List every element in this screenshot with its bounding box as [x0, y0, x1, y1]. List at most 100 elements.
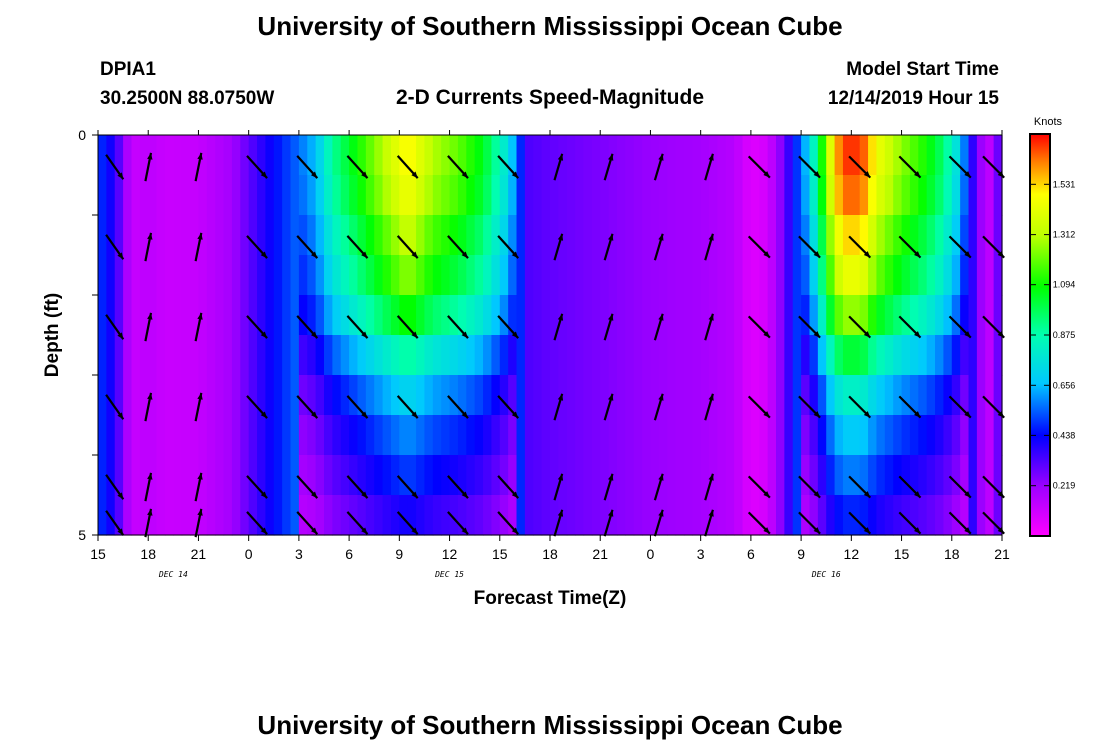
heatmap-cell: [516, 215, 526, 256]
heatmap-cell: [834, 415, 844, 456]
heatmap-cell: [633, 375, 643, 416]
heatmap-cell: [190, 135, 200, 176]
heatmap-cell: [625, 455, 635, 496]
heatmap-cell: [943, 175, 953, 216]
heatmap-cell: [750, 135, 760, 176]
heatmap-cell: [474, 455, 484, 496]
heatmap-cell: [206, 295, 216, 336]
heatmap-cell: [382, 455, 392, 496]
heatmap-cell: [834, 255, 844, 296]
heatmap-cell: [541, 375, 551, 416]
heatmap-cell: [483, 415, 493, 456]
heatmap-cell: [340, 295, 350, 336]
heatmap-cell: [332, 415, 342, 456]
heatmap-cell: [407, 335, 417, 376]
heatmap-cell: [550, 415, 559, 456]
heatmap-cell: [993, 375, 1003, 416]
heatmap-cell: [223, 215, 233, 256]
heatmap-cell: [131, 335, 141, 376]
heatmap-cell: [499, 415, 509, 456]
heatmap-cell: [692, 175, 702, 216]
heatmap-cell: [290, 415, 300, 456]
heatmap-cell: [550, 215, 559, 256]
heatmap-cell: [466, 295, 476, 336]
heatmap-cell: [541, 135, 551, 176]
heatmap-cell: [935, 415, 945, 456]
heatmap-cell: [700, 375, 710, 416]
heatmap-cell: [750, 215, 760, 256]
heatmap-cell: [600, 495, 610, 536]
heatmap-cell: [968, 415, 978, 456]
heatmap-cell: [131, 215, 141, 256]
heatmap-cell: [817, 455, 827, 496]
heatmap-cell: [123, 215, 133, 256]
heatmap-cell: [600, 335, 610, 376]
heatmap-cell: [240, 215, 250, 256]
heatmap-cell: [667, 135, 677, 176]
heatmap-cell: [876, 215, 886, 256]
arrow-head: [863, 251, 871, 258]
heatmap-cell: [935, 375, 945, 416]
heatmap-cell: [340, 495, 350, 536]
heatmap-cell: [357, 175, 367, 216]
x-tick-label: 12: [442, 546, 458, 562]
heatmap-cell: [834, 375, 844, 416]
heatmap-cell: [399, 135, 409, 176]
heatmap-cell: [332, 455, 342, 496]
heatmap-cell: [734, 295, 744, 336]
heatmap-cell: [240, 175, 250, 216]
heatmap-cell: [265, 175, 275, 216]
heatmap-cell: [282, 215, 292, 256]
heatmap-cell: [616, 255, 626, 296]
heatmap-cell: [876, 135, 886, 176]
heatmap-cell: [324, 495, 333, 536]
arrow-head: [511, 171, 519, 179]
arrow-head: [763, 331, 770, 338]
arrow-head: [964, 527, 971, 534]
heatmap-cell: [625, 135, 635, 176]
heatmap-cell: [650, 455, 660, 496]
heatmap-cell: [483, 295, 493, 336]
heatmap-cell: [98, 175, 107, 216]
arrow-head: [411, 527, 418, 535]
heatmap-cell: [374, 495, 384, 536]
heatmap-cell: [876, 495, 886, 536]
arrow-head: [658, 313, 664, 321]
arrow-head: [197, 232, 203, 240]
arrow-head: [997, 171, 1005, 178]
heatmap-cell: [215, 415, 225, 456]
heatmap-cell: [826, 455, 836, 496]
arrow-head: [260, 251, 268, 259]
heatmap-cell: [173, 255, 183, 296]
heatmap-cell: [307, 215, 317, 256]
heatmap-cell: [683, 335, 693, 376]
heatmap-cell: [390, 215, 400, 256]
heatmap-cell: [173, 335, 183, 376]
arrow-head: [763, 491, 770, 498]
heatmap-cell: [968, 255, 978, 296]
heatmap-cell: [282, 375, 292, 416]
heatmap-cell: [374, 175, 384, 216]
heatmap-cell: [550, 135, 559, 176]
heatmap-cell: [884, 215, 894, 256]
heatmap-cell: [566, 255, 576, 296]
heatmap-cell: [315, 415, 325, 456]
arrow-head: [608, 509, 614, 517]
heatmap-cell: [909, 375, 919, 416]
heatmap-cell: [675, 255, 685, 296]
heatmap-cell: [106, 295, 116, 336]
heatmap-cell: [416, 455, 426, 496]
heatmap-cell: [700, 415, 710, 456]
heatmap-cell: [198, 135, 208, 176]
heatmap-cell: [625, 375, 635, 416]
heatmap-cell: [926, 215, 936, 256]
heatmap-cell: [750, 415, 760, 456]
heatmap-cell: [851, 175, 861, 216]
heatmap-cell: [725, 255, 735, 296]
heatmap-cell: [868, 215, 878, 256]
heatmap-cell: [298, 135, 308, 176]
heatmap-cell: [332, 215, 342, 256]
heatmap-cell: [215, 255, 225, 296]
heatmap-cell: [148, 375, 158, 416]
heatmap-cell: [499, 215, 509, 256]
